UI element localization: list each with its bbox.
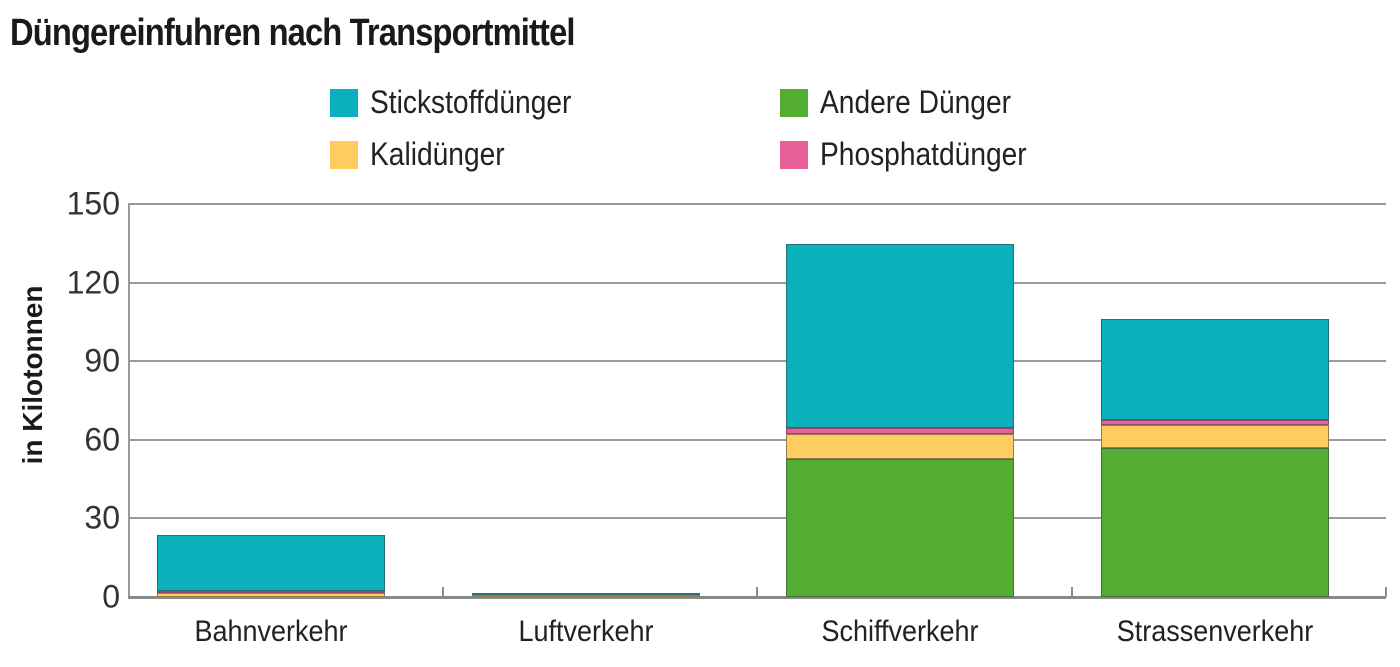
legend-label: Kalidünger bbox=[370, 136, 505, 172]
legend-item-stickstoff: Stickstoffdünger bbox=[330, 84, 599, 121]
gridline bbox=[128, 517, 1386, 520]
legend-swatch bbox=[330, 140, 358, 169]
y-tick-label: 0 bbox=[102, 578, 120, 615]
legend-item-andere: Andere Dünger bbox=[780, 84, 1037, 121]
bar-segment bbox=[471, 595, 700, 597]
bar-segment bbox=[786, 244, 1015, 429]
gridline bbox=[128, 438, 1386, 441]
x-tick-label: Strassenverkehr bbox=[1116, 615, 1314, 648]
bar-segment bbox=[157, 535, 386, 592]
bar-segment bbox=[1100, 419, 1329, 426]
legend-item-kali: Kalidünger bbox=[330, 136, 523, 173]
legend-label: Stickstoffdünger bbox=[370, 84, 572, 120]
x-tick-mark bbox=[756, 587, 758, 597]
legend-label: Phosphatdünger bbox=[820, 136, 1027, 172]
bar-segment bbox=[786, 428, 1015, 435]
bar-segment bbox=[786, 434, 1015, 459]
y-tick-label: 30 bbox=[84, 499, 120, 536]
legend: Stickstoffdünger Andere Dünger Kalidünge… bbox=[330, 84, 1090, 184]
legend-swatch bbox=[780, 88, 808, 117]
bar-segment bbox=[1100, 425, 1329, 448]
plot-area bbox=[128, 203, 1387, 599]
x-axis-line bbox=[128, 596, 1386, 599]
bar-segment bbox=[157, 593, 386, 597]
x-tick-label: Bahnverkehr bbox=[194, 615, 348, 648]
y-tick-label: 60 bbox=[84, 421, 120, 458]
y-axis-line bbox=[128, 204, 130, 597]
x-tick-mark bbox=[1385, 587, 1387, 597]
legend-item-phosphat: Phosphatdünger bbox=[780, 136, 1055, 173]
bar-segment bbox=[1100, 447, 1329, 597]
bar-luftverkehr bbox=[471, 593, 700, 597]
bar-segment bbox=[786, 458, 1015, 597]
x-tick-mark bbox=[1070, 587, 1073, 597]
gridline bbox=[128, 360, 1386, 363]
legend-label: Andere Dünger bbox=[820, 84, 1011, 120]
y-tick-label: 150 bbox=[66, 185, 120, 222]
legend-swatch bbox=[330, 88, 358, 117]
bar-segment bbox=[471, 593, 700, 595]
gridline bbox=[128, 281, 1386, 284]
legend-swatch bbox=[780, 140, 808, 169]
chart-title: Düngereinfuhren nach Transportmittel bbox=[10, 12, 575, 54]
bar-segment bbox=[1100, 319, 1329, 420]
bar-bahnverkehr bbox=[157, 535, 386, 597]
bar-segment bbox=[157, 591, 386, 594]
x-tick-label: Schiffverkehr bbox=[821, 615, 979, 648]
bar-strassenverkehr bbox=[1100, 319, 1329, 597]
y-tick-label: 120 bbox=[66, 264, 120, 301]
y-tick-label: 90 bbox=[84, 342, 120, 379]
x-tick-mark bbox=[441, 587, 444, 597]
bar-schiffverkehr bbox=[786, 244, 1015, 597]
gridline bbox=[128, 203, 1386, 205]
x-tick-label: Luftverkehr bbox=[518, 615, 654, 648]
